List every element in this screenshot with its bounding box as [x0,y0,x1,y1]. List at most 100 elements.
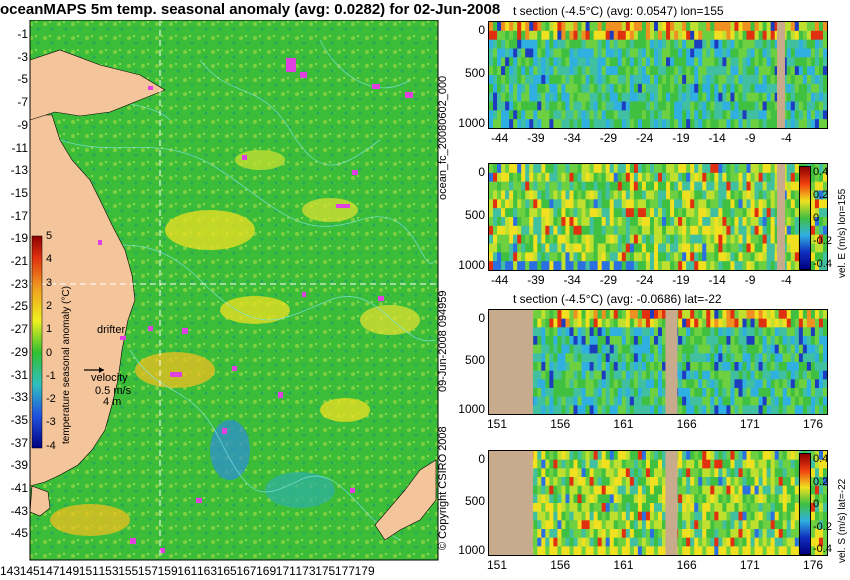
section-cell [786,181,792,191]
section-cell [521,30,526,41]
section-cell [798,22,804,32]
section-cell [629,405,635,415]
section-cell [537,22,542,32]
section-cell [682,225,687,236]
section-cell [674,57,679,67]
section-cell [537,537,542,547]
section-cell [525,57,530,67]
section-cell [545,172,550,183]
section-cell [605,92,611,102]
section-cell [698,243,703,253]
section-cell [637,459,643,469]
section-cell [573,379,579,389]
section-cell [686,537,691,547]
section-cell [786,39,792,49]
section-cell [698,22,703,32]
section-cell [557,30,562,41]
section-cell [702,511,707,521]
section-cell [754,92,760,102]
section-cell [754,164,760,174]
section-cell [613,243,619,253]
section-cell [790,336,796,346]
section-cell [662,57,667,67]
section-cell [521,39,526,49]
section-cell [822,388,828,398]
section-cell [581,119,587,129]
section-cell [670,234,675,244]
section-cell [633,451,639,461]
section-cell [653,477,659,487]
section-cell [637,83,643,94]
section-cell [698,379,703,389]
section-cell [649,83,655,94]
section-cell [585,181,591,191]
section-cell [734,208,739,218]
section-cell [750,511,756,521]
section-cell [593,327,599,337]
section-cell [726,520,731,530]
section-cell [517,110,522,120]
section-cell [541,164,546,174]
section-cell [573,225,579,236]
velocity-colorbar [799,166,811,270]
section-cell [637,66,643,76]
section-cell [738,199,743,209]
section-cell [629,485,635,495]
section-cell [682,30,687,41]
section-cell [726,511,731,521]
section-cell [766,66,772,76]
section-cell [750,119,756,129]
section-cell [690,310,695,320]
section-cell [525,39,530,49]
section-cell [722,92,727,102]
section-cell [710,336,715,346]
section-cell [722,101,727,111]
section-cell [597,310,603,320]
section-cell [541,190,546,200]
section-cell [814,485,820,495]
section-cell [549,353,554,363]
section-cell [702,164,707,174]
section-cell [746,30,752,41]
section-cell [790,344,796,354]
section-cell [822,83,828,94]
section-cell [762,362,768,372]
section-cell [734,217,739,227]
section-cell [678,30,683,41]
section-cell [714,336,719,346]
section-cell [593,485,599,495]
section-cell [533,503,538,513]
section-cell [694,344,699,354]
section-cell [794,181,800,191]
section-cell [617,520,623,530]
section-cell [742,327,748,337]
section-cell [585,119,591,129]
section-cell [794,336,800,346]
section-cell [577,172,583,183]
section-cell [573,546,579,556]
section-cell [718,172,723,183]
section-cell [746,48,752,58]
section-x-tick: -4 [781,273,792,287]
section-cell [674,252,679,262]
section-cell [557,396,562,406]
section-cell [754,451,760,461]
section-cell [569,83,574,94]
section-cell [710,396,715,406]
section-cell [662,225,667,236]
section-cell [822,199,828,209]
section-cell [589,110,595,120]
section-cell [653,379,659,389]
section-cell [577,190,583,200]
section-cell [581,546,587,556]
section-cell [706,318,711,328]
section-cell [754,362,760,372]
section-cell [537,503,542,513]
section-cell [545,546,550,556]
section-cell [794,370,800,380]
section-cell [637,485,643,495]
section-cell [613,396,619,406]
section-cell [609,537,615,547]
section-cell [537,327,542,337]
section-cell [714,537,719,547]
